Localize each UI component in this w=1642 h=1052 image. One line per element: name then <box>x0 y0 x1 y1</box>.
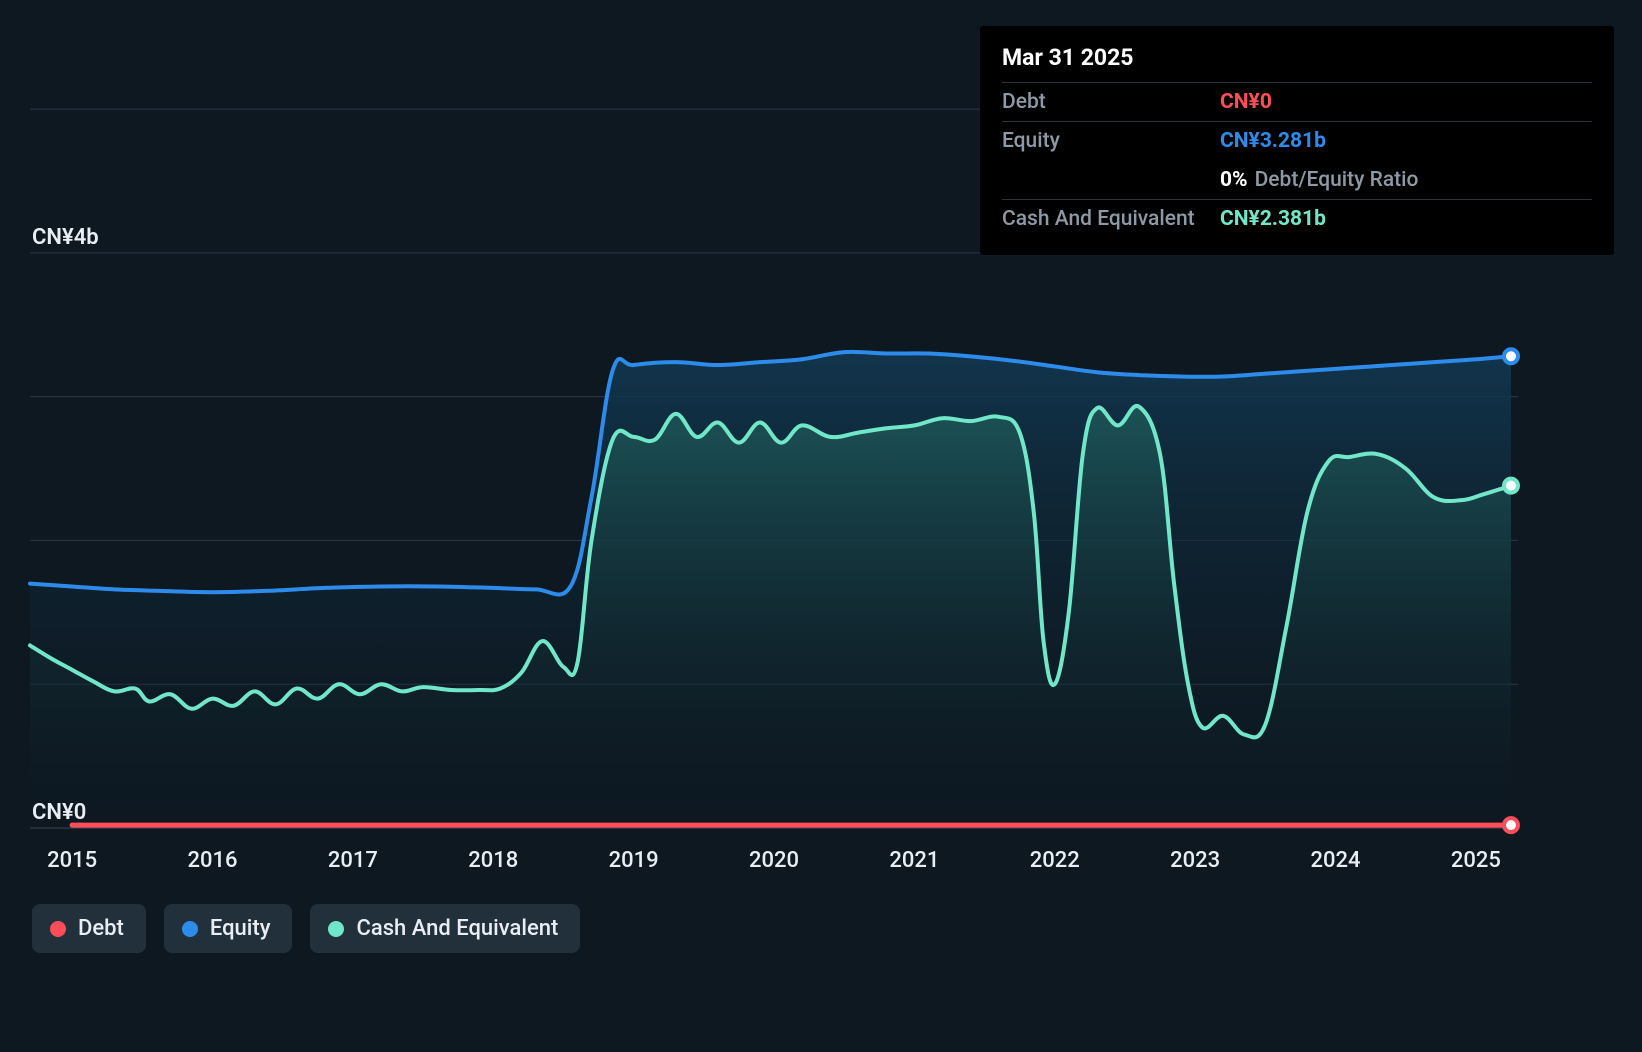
legend-item-cash[interactable]: Cash And Equivalent <box>310 904 580 953</box>
legend-dot-icon <box>50 921 66 937</box>
x-axis-tick-label: 2022 <box>1030 848 1080 873</box>
tooltip-ratio-text: Debt/Equity Ratio <box>1255 168 1419 192</box>
x-axis-labels: 2015 2016 2017 2018 2019 2020 2021 2022 2023 2024… <box>0 848 1642 882</box>
tooltip-label: Debt <box>1002 86 1220 119</box>
tooltip-label: Equity <box>1002 125 1220 158</box>
x-axis-tick-label: 2016 <box>187 848 237 873</box>
x-axis-tick-label: 2025 <box>1451 848 1501 873</box>
x-axis-tick-label: 2020 <box>749 848 799 873</box>
x-axis-tick-label: 2019 <box>609 848 659 873</box>
tooltip-value: CN¥3.281b <box>1220 125 1326 158</box>
tooltip-ratio-value: 0% <box>1220 168 1248 192</box>
y-axis-label: CN¥4b <box>32 225 99 250</box>
chart-tooltip: Mar 31 2025 Debt CN¥0 Equity CN¥3.281b 0… <box>980 26 1614 255</box>
tooltip-date: Mar 31 2025 <box>1002 40 1592 82</box>
legend-label: Debt <box>78 916 124 941</box>
tooltip-label: Cash And Equivalent <box>1002 203 1220 236</box>
x-axis-tick-label: 2023 <box>1170 848 1220 873</box>
legend-dot-icon <box>328 921 344 937</box>
tooltip-row-equity: Equity CN¥3.281b <box>1002 121 1592 161</box>
legend-dot-icon <box>182 921 198 937</box>
tooltip-row-cash: Cash And Equivalent CN¥2.381b <box>1002 199 1592 239</box>
x-axis-tick-label: 2015 <box>47 848 97 873</box>
legend-label: Equity <box>210 916 271 941</box>
x-axis-tick-label: 2017 <box>328 848 378 873</box>
legend-item-equity[interactable]: Equity <box>164 904 293 953</box>
tooltip-row-ratio: 0% Debt/Equity Ratio <box>1002 161 1592 200</box>
x-axis-tick-label: 2024 <box>1310 848 1360 873</box>
tooltip-row-debt: Debt CN¥0 <box>1002 82 1592 122</box>
legend-item-debt[interactable]: Debt <box>32 904 146 953</box>
chart-legend: Debt Equity Cash And Equivalent <box>32 904 580 953</box>
y-axis-label: CN¥0 <box>32 800 86 825</box>
tooltip-value: CN¥2.381b <box>1220 203 1326 236</box>
tooltip-label-empty <box>1002 164 1220 197</box>
legend-label: Cash And Equivalent <box>356 916 558 941</box>
tooltip-ratio: 0% Debt/Equity Ratio <box>1220 164 1418 197</box>
tooltip-value: CN¥0 <box>1220 86 1272 119</box>
x-axis-tick-label: 2021 <box>889 848 939 873</box>
financial-history-chart: CN¥4b CN¥0 20152016201720182019202020212… <box>0 0 1642 1052</box>
x-axis-tick-label: 2018 <box>468 848 518 873</box>
